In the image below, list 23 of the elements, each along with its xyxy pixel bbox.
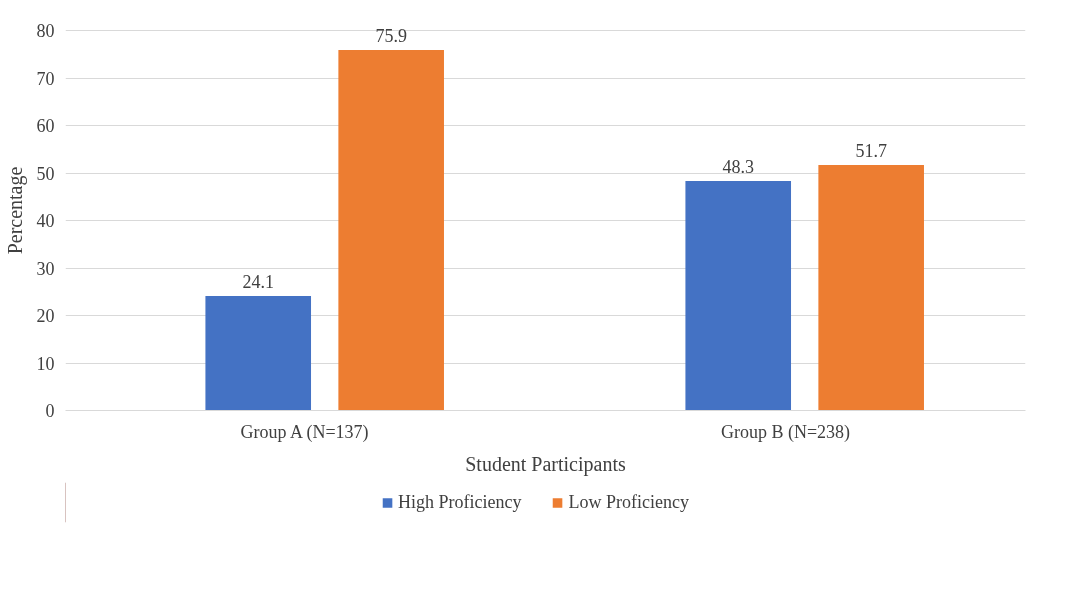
y-tick-label: 60 xyxy=(36,116,55,136)
data-label: 51.7 xyxy=(855,140,887,161)
bar xyxy=(685,181,792,411)
y-tick-label: 70 xyxy=(36,68,55,89)
x-tick-label: Group A (N=137) xyxy=(240,421,369,443)
y-tick-label: 10 xyxy=(36,353,55,374)
legend-label: High Proficiency xyxy=(398,491,522,513)
bar xyxy=(205,296,312,411)
bar xyxy=(338,49,444,411)
y-tick-label: 30 xyxy=(36,258,55,279)
data-label: 75.9 xyxy=(375,25,407,46)
y-tick-label: 20 xyxy=(36,306,55,326)
x-axis-title: Student Participants xyxy=(465,452,626,476)
data-label: 48.3 xyxy=(722,157,754,178)
data-label: 24.1 xyxy=(242,272,274,293)
y-tick-label: 80 xyxy=(36,21,55,41)
y-tick-label: 40 xyxy=(36,211,55,231)
x-tick-label: Group B (N=238) xyxy=(720,421,851,443)
y-axis-title: Percentage xyxy=(3,166,27,255)
legend-label: Low Proficiency xyxy=(568,491,689,513)
bar xyxy=(818,164,924,411)
y-tick-label: 50 xyxy=(36,163,55,184)
y-tick-label: 0 xyxy=(45,401,55,421)
